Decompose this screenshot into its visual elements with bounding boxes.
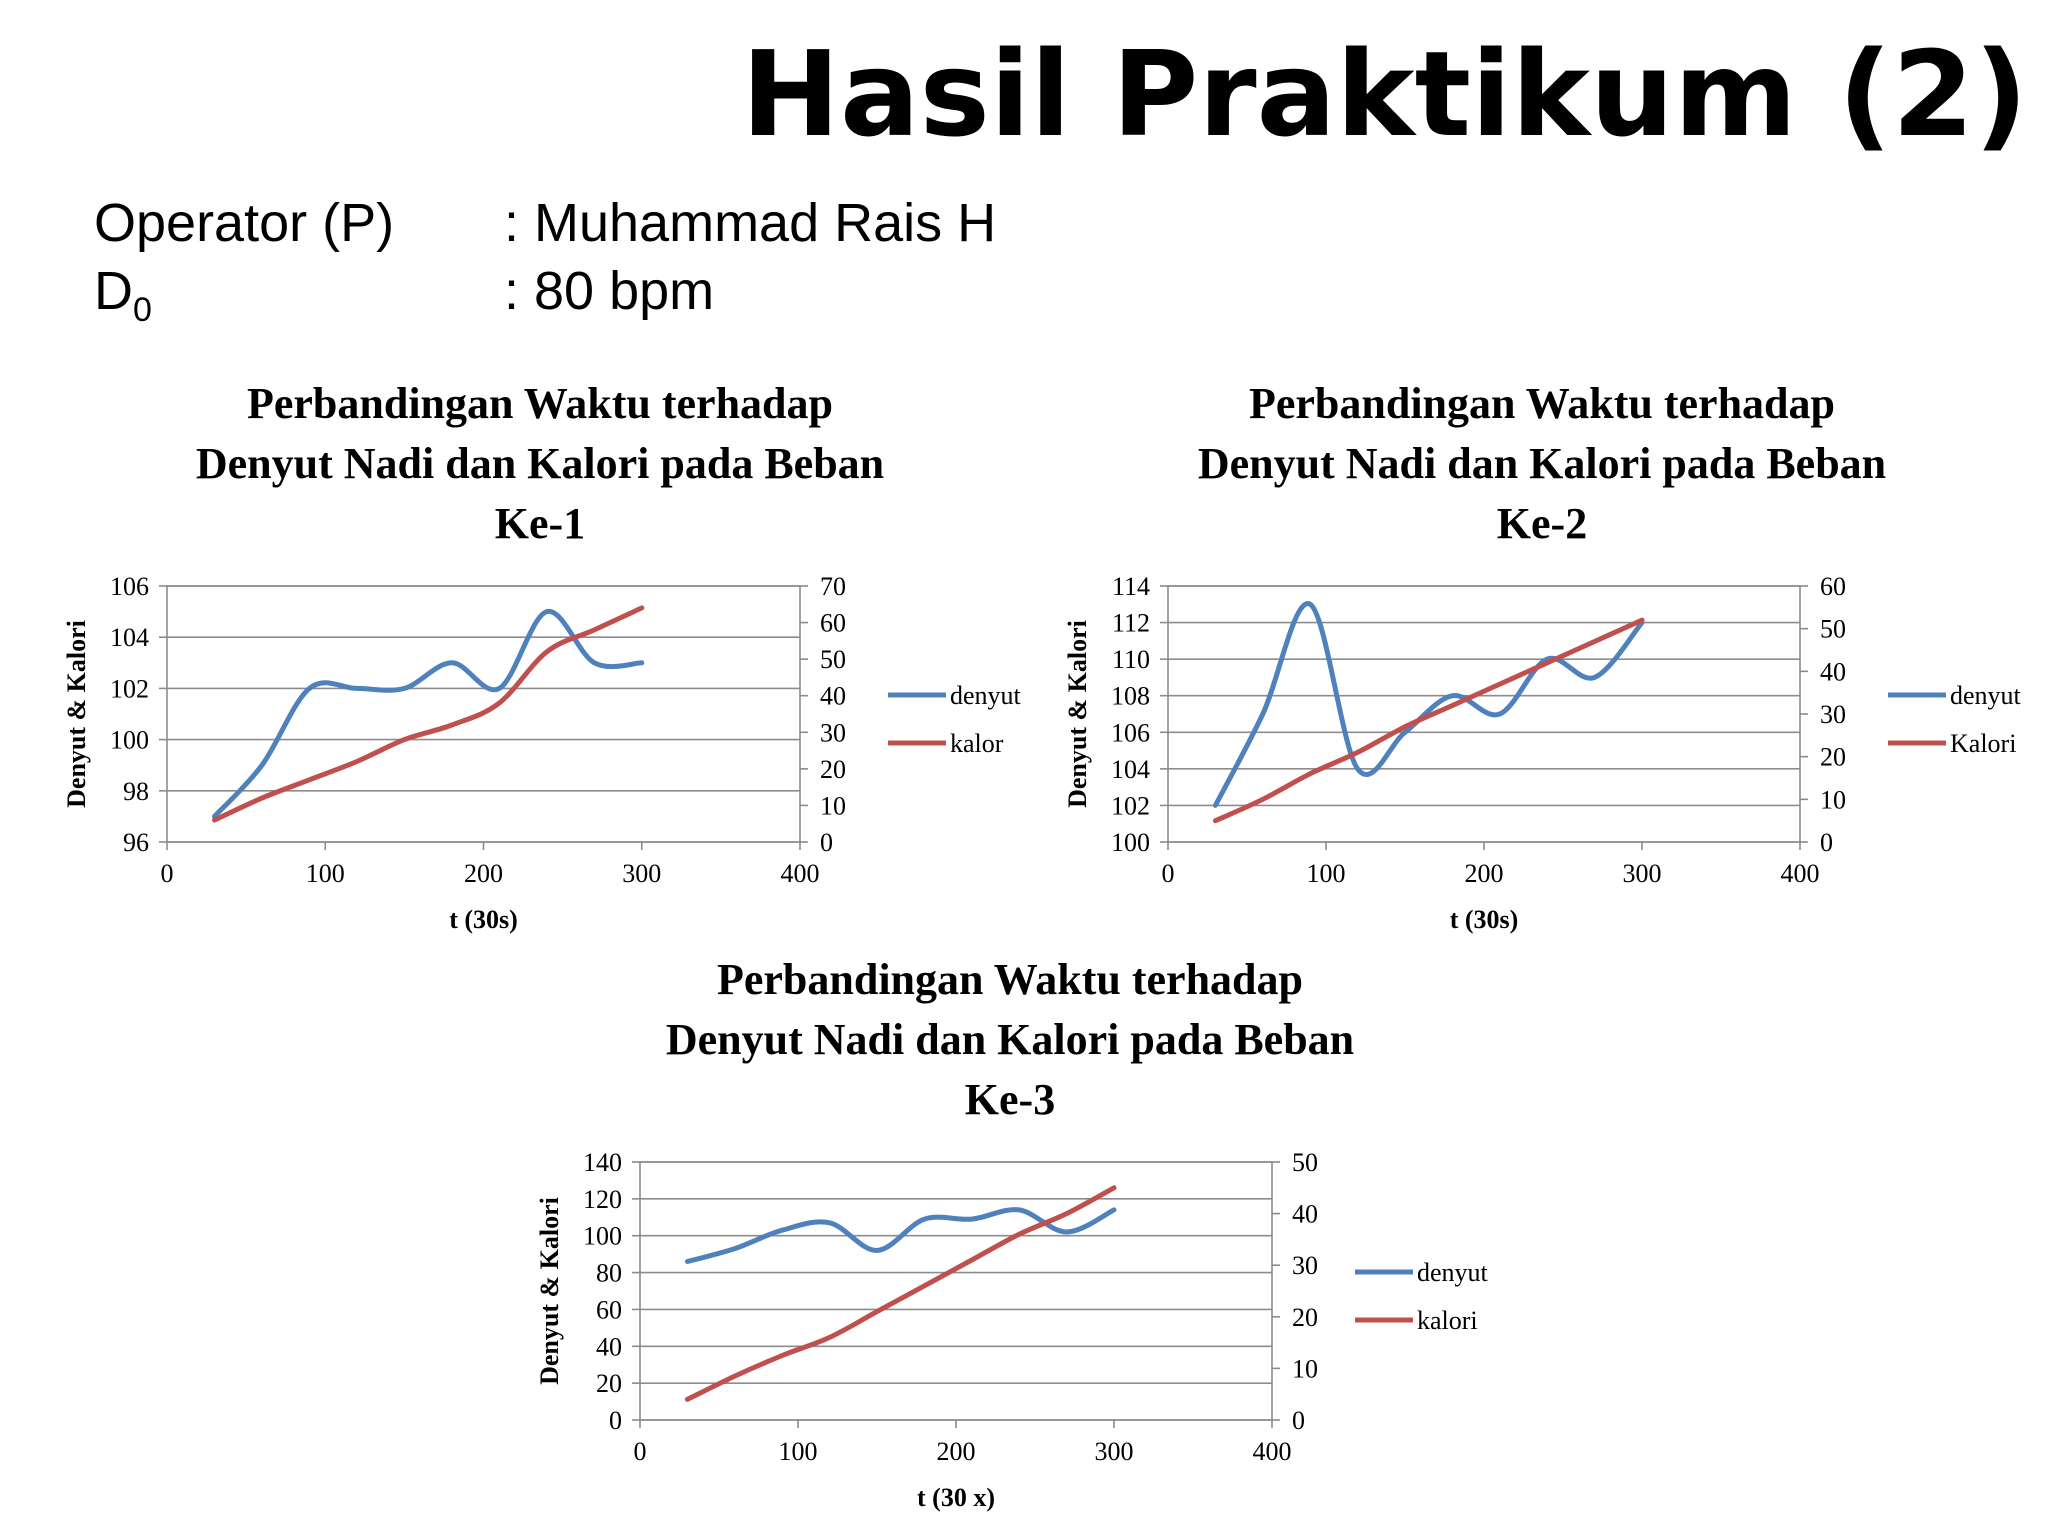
chart-1-y-axis-title: Denyut & Kalori [62,620,91,808]
chart-1-y-tick-label: 96 [123,828,149,857]
chart-1-legend-label-kalor: kalor [950,729,1004,758]
d0-value: : 80 bpm [504,261,715,321]
operator-value: : Muhammad Rais H [504,193,997,253]
operator-label: Operator (P) [94,193,395,253]
chart-2-legend-label-denyut: denyut [1950,681,2022,710]
chart-1-title: Perbandingan Waktu terhadap Denyut Nadi … [60,374,1020,554]
chart-1-y-tick-label: 104 [110,623,149,652]
chart-1-title-line-2: Denyut Nadi dan Kalori pada Beban [195,439,885,488]
chart-1-y2-tick-label: 40 [820,682,846,711]
chart-1-y2-tick-label: 70 [820,572,846,601]
chart-3-y2-tick-label: 0 [1292,1406,1305,1435]
chart-3-y2-tick-label: 30 [1292,1251,1318,1280]
chart-3-series-kalori-line [684,1185,1117,1402]
chart-3-x-tick-label: 200 [937,1437,976,1466]
chart-3-title-line-1: Perbandingan Waktu terhadap [716,955,1303,1004]
chart-2-x-axis-title: t (30s) [1450,905,1519,934]
chart-1-x-tick-label: 200 [464,859,503,888]
chart-1-y2-tick-label: 20 [820,755,846,784]
chart-2-y-tick-label: 114 [1112,572,1150,601]
chart-3-x-axis-title: t (30 x) [917,1483,995,1512]
chart-1-y2-tick-label: 0 [820,828,833,857]
chart-1-title-line-1: Perbandingan Waktu terhadap [246,379,833,428]
chart-1-y2-tick-label: 50 [820,645,846,674]
chart-3-y-tick-label: 80 [596,1259,622,1288]
chart-1-x-axis-title: t (30s) [449,905,518,934]
chart-3-y2-tick-label: 10 [1292,1354,1318,1383]
chart-1-legend-label-denyut: denyut [950,681,1022,710]
chart-3-y2-tick-label: 20 [1292,1303,1318,1332]
chart-3-y-tick-label: 40 [596,1332,622,1361]
chart-1-title-line-3: Ke-1 [494,499,586,548]
chart-3-x-tick-label: 300 [1095,1437,1134,1466]
chart-2-title-line-1: Perbandingan Waktu terhadap [1248,379,1835,428]
chart-1-x-tick-label: 400 [781,859,820,888]
chart-3-y-axis-title: Denyut & Kalori [535,1197,564,1385]
chart-2-y-tick-label: 102 [1111,791,1150,820]
chart-2-y2-tick-label: 50 [1820,615,1846,644]
chart-2-y2-tick-label: 60 [1820,572,1846,601]
chart-3-x-tick-label: 0 [634,1437,647,1466]
chart-2-legend-label-kalori: Kalori [1950,729,2016,758]
chart-2-y2-tick-label: 0 [1820,828,1833,857]
chart-1-x-tick-label: 0 [161,859,174,888]
chart-2-y-tick-label: 108 [1111,682,1150,711]
chart-1-y2-tick-label: 30 [820,718,846,747]
chart-1-series-kalor-line [212,605,645,823]
d0-label: D0 [94,264,152,327]
chart-3-legend-label-kalori: kalori [1417,1306,1478,1335]
chart-2-y-axis-title: Denyut & Kalori [1063,620,1092,808]
chart-3-y2-tick-label: 50 [1292,1148,1318,1177]
chart-1-y-tick-label: 100 [110,726,149,755]
chart-1-y-tick-label: 106 [110,572,149,601]
chart-1-y-tick-label: 98 [123,777,149,806]
chart-2-title-line-3: Ke-2 [1496,499,1588,548]
chart-2-y-tick-label: 104 [1111,755,1150,784]
chart-2-x-tick-label: 400 [1781,859,1820,888]
chart-3-y-tick-label: 100 [583,1222,622,1251]
chart-2-x-tick-label: 100 [1307,859,1346,888]
chart-3-title-line-2: Denyut Nadi dan Kalori pada Beban [665,1015,1355,1064]
chart-3-legend-label-denyut: denyut [1417,1258,1489,1287]
chart-3-y-tick-label: 60 [596,1295,622,1324]
chart-3-title-line-3: Ke-3 [964,1075,1056,1124]
chart-2-title-line-2: Denyut Nadi dan Kalori pada Beban [1197,439,1887,488]
d0-label-main: D [94,261,133,321]
chart-2-y2-tick-label: 20 [1820,743,1846,772]
chart-3-title: Perbandingan Waktu terhadap Denyut Nadi … [530,950,1490,1130]
chart-2-y-tick-label: 106 [1111,718,1150,747]
chart-2-title: Perbandingan Waktu terhadap Denyut Nadi … [1062,374,2022,554]
chart-1-y2-tick-label: 10 [820,791,846,820]
chart-2-x-tick-label: 0 [1162,859,1175,888]
chart-3-plot-area [639,1161,1273,1421]
chart-3-y-tick-label: 120 [583,1185,622,1214]
chart-2-series-denyut-line [1212,601,1645,808]
chart-1-x-tick-label: 300 [622,859,661,888]
chart-2-y2-tick-label: 10 [1820,785,1846,814]
chart-2-y-tick-label: 100 [1111,828,1150,857]
chart-3-y-tick-label: 0 [609,1406,622,1435]
chart-2-x-tick-label: 200 [1465,859,1504,888]
d0-label-sub: 0 [133,291,152,329]
chart-2-y2-tick-label: 40 [1820,657,1846,686]
chart-3-x-tick-label: 100 [779,1437,818,1466]
chart-3-y-tick-label: 20 [596,1369,622,1398]
chart-2-y-tick-label: 110 [1112,645,1150,674]
chart-2-y-tick-label: 112 [1112,609,1150,638]
chart-1-y-tick-label: 102 [110,674,149,703]
chart-3-y2-tick-label: 40 [1292,1200,1318,1229]
chart-1-x-tick-label: 100 [306,859,345,888]
chart-2-series-kalori-line [1212,617,1645,824]
chart-3-x-tick-label: 400 [1253,1437,1292,1466]
chart-1-series-denyut-line [212,609,645,819]
slide-title: Hasil Praktikum (2) [741,25,2028,163]
chart-2-y2-tick-label: 30 [1820,700,1846,729]
chart-1-y2-tick-label: 60 [820,609,846,638]
chart-3-y-tick-label: 140 [583,1148,622,1177]
chart-2-x-tick-label: 300 [1623,859,1662,888]
